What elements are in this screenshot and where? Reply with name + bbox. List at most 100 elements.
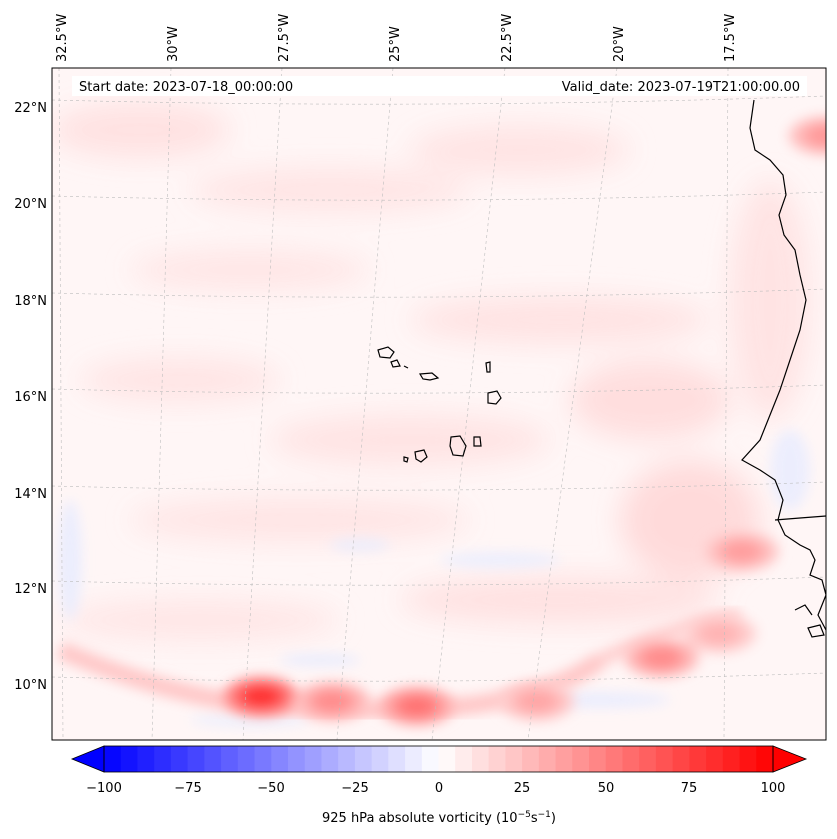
colorbar-segment [538, 746, 557, 772]
lon-label-25w: 25°W [388, 26, 403, 62]
map-frame [51, 67, 827, 741]
colorbar-segment [354, 746, 373, 772]
lon-label-20w: 20°W [612, 26, 627, 62]
parallel-line [52, 672, 826, 682]
lat-label-18n: 18°N [14, 294, 47, 309]
colorbar-segment [405, 746, 423, 772]
colorbar-segment [338, 746, 356, 772]
meridian-line [723, 68, 729, 740]
colorbar-max-extend [772, 745, 808, 773]
valid-date-label: Valid_date: 2023-07-19T21:00:00.00 [562, 80, 800, 95]
colorbar-segment [371, 746, 389, 772]
vorticity-contour [644, 648, 679, 668]
colorbar-segments [104, 746, 774, 772]
parallel-line [52, 384, 826, 394]
colorbar-segment [739, 746, 757, 772]
lon-label-17.5w: 17.5°W [723, 14, 738, 62]
meridian-line [527, 68, 618, 740]
lat-label-14n: 14°N [14, 487, 47, 502]
colorbar-segment [204, 746, 222, 772]
colorbar-segment [605, 746, 623, 772]
cape-verde-islands [377, 346, 502, 463]
vorticity-contour [809, 126, 826, 146]
lat-label-16n: 16°N [14, 390, 47, 405]
lon-label-22.5w: 22.5°W [500, 14, 515, 62]
colorbar-segment [187, 746, 205, 772]
colorbar-segment [271, 746, 289, 772]
vorticity-maximum [788, 115, 826, 156]
graticule [52, 68, 826, 740]
lat-label-10n: 10°N [14, 678, 47, 693]
colorbar-label: 925 hPa absolute vorticity (10−5s−1) [322, 810, 556, 826]
colorbar-segment [706, 746, 724, 772]
colorbar-segment [304, 746, 322, 772]
coastlines [741, 99, 826, 638]
meridian-line [242, 68, 283, 740]
colorbar-segment [221, 746, 239, 772]
vorticity-maximum [623, 637, 700, 678]
vorticity-contour [244, 686, 279, 706]
colorbar-segment [287, 746, 306, 772]
parallel-line [52, 288, 826, 298]
colorbar-segment [388, 746, 406, 772]
vorticity-maximum [703, 531, 780, 572]
parallel-line [52, 95, 826, 105]
map-panel: Start date: 2023-07-18_00:00:00 Valid_da… [14, 14, 827, 741]
colorbar-segment [104, 746, 122, 772]
vorticity-maximum [378, 686, 455, 727]
colorbar-segment [455, 746, 473, 772]
parallel-line [52, 191, 826, 201]
cbar-tick-label: 0 [435, 781, 443, 796]
header-box [72, 76, 807, 96]
cbar-tick-label: 50 [598, 781, 615, 796]
colorbar-segment [555, 746, 573, 772]
cbar-tick-label: −25 [341, 781, 368, 796]
colorbar-segment [438, 746, 456, 772]
colorbar: −100 −75 −50 −25 0 25 50 75 100 925 hPa … [70, 745, 808, 826]
colorbar-segment [672, 746, 690, 772]
colorbar-segment [170, 746, 189, 772]
meridian-line [336, 68, 394, 740]
africa-coastline [741, 99, 826, 631]
lat-label-20n: 20°N [14, 197, 47, 212]
vorticity-maximum [498, 681, 575, 722]
colorbar-segment [120, 746, 138, 772]
vorticity-maximum [294, 681, 371, 722]
vorticity-contour [724, 541, 759, 561]
colorbar-segment [639, 746, 657, 772]
cbar-tick-label: −100 [86, 781, 122, 796]
start-date-label: Start date: 2023-07-18_00:00:00 [79, 80, 293, 95]
colorbar-segment [622, 746, 640, 772]
vorticity-contour [519, 691, 554, 711]
colorbar-segment [722, 746, 741, 772]
vorticity-contour [399, 696, 434, 716]
longitude-labels: 32.5°W 30°W 27.5°W 25°W 22.5°W 20°W 17.5… [55, 14, 738, 62]
lon-label-32.5w: 32.5°W [55, 14, 70, 62]
cbar-tick-label: 100 [761, 781, 786, 796]
cbar-tick-label: 75 [681, 781, 698, 796]
colorbar-segment [689, 746, 707, 772]
cbar-tick-label: −50 [257, 781, 284, 796]
meridian-line [431, 68, 506, 740]
vorticity-maximum [681, 613, 758, 654]
parallel-line [52, 481, 826, 491]
colorbar-segment [488, 746, 506, 772]
colorbar-segment [137, 746, 155, 772]
latitude-labels: 22°N 20°N 18°N 16°N 14°N 12°N 10°N [14, 101, 47, 693]
lat-label-22n: 22°N [14, 101, 47, 116]
colorbar-segment [321, 746, 339, 772]
colorbar-segment [756, 746, 774, 772]
cbar-tick-label: 25 [514, 781, 531, 796]
colorbar-min-extend [70, 745, 105, 773]
colorbar-segment [254, 746, 272, 772]
colorbar-segment [421, 746, 439, 772]
colorbar-segment [589, 746, 607, 772]
colorbar-segment [154, 746, 172, 772]
colorbar-segment [522, 746, 540, 772]
lon-label-27.5w: 27.5°W [277, 14, 292, 62]
colorbar-frame [103, 745, 774, 773]
cbar-tick-label: −75 [174, 781, 201, 796]
meridian-line [151, 68, 172, 740]
meridian-line [58, 68, 64, 740]
